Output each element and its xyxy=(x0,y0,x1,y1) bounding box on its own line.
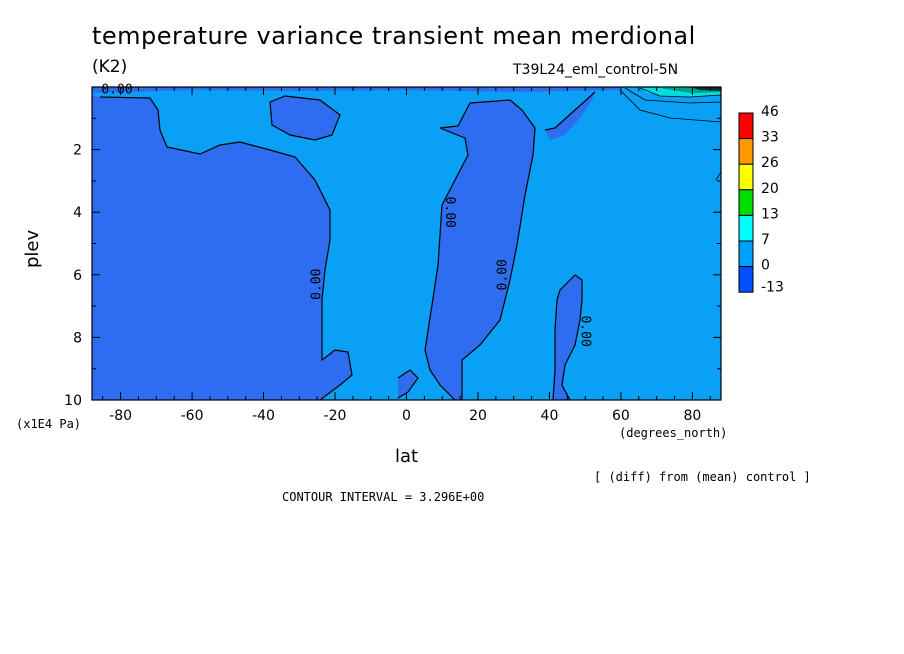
colorbar-swatch xyxy=(738,112,754,140)
x-tick-label: -60 xyxy=(181,408,204,424)
negative-region-top-strip xyxy=(92,87,620,93)
run-label: T39L24_eml_control-5N xyxy=(513,62,679,78)
y-axis: 2 4 6 8 10 xyxy=(64,117,721,409)
x-tick-label: -40 xyxy=(252,408,275,424)
y-tick-label: 4 xyxy=(73,205,82,221)
negative-region-bottom-small xyxy=(398,370,418,398)
x-tick-label: 80 xyxy=(683,408,701,424)
contour-label: 0.00 xyxy=(578,315,593,346)
y-tick-label: 2 xyxy=(73,143,82,159)
colorbar-swatch xyxy=(738,138,754,165)
contour-label: 0.00 xyxy=(101,82,132,97)
contour-labels: 0.00 0.00 0.00 0.00 0.00 xyxy=(101,82,592,347)
contour-fills xyxy=(92,87,721,400)
contour-label: 0.00 xyxy=(496,259,511,290)
colorbar-swatch xyxy=(738,214,754,242)
x-axis-label: lat xyxy=(395,446,419,467)
x-tick-label: 60 xyxy=(612,408,630,424)
y-axis-units: (x1E4 Pa) xyxy=(16,417,82,431)
high-variance-peak xyxy=(690,87,721,91)
x-tick-label: 0 xyxy=(402,408,411,424)
contour-label: 0.00 xyxy=(310,269,325,300)
x-tick-label: -20 xyxy=(324,408,347,424)
colorbar-swatch xyxy=(738,266,754,293)
colorbar-swatch xyxy=(738,240,754,268)
chart-units: (K2) xyxy=(92,57,128,77)
colorbar-swatch xyxy=(738,189,754,216)
y-tick-label: 8 xyxy=(73,330,82,346)
negative-region-southern xyxy=(92,96,352,400)
y-tick-label: 10 xyxy=(64,393,82,409)
negative-region-central-band xyxy=(425,100,535,400)
y-axis-label: plev xyxy=(22,229,43,268)
x-axis-units: (degrees_north) xyxy=(619,426,728,440)
contour-label: 0.00 xyxy=(442,197,457,228)
colorbar-swatch xyxy=(738,163,754,191)
colorbar-label: 13 xyxy=(761,206,779,222)
x-tick-label: 20 xyxy=(469,408,487,424)
colorbar-label: 33 xyxy=(761,130,779,146)
colorbar: 46 33 26 20 13 7 0 -13 xyxy=(738,104,784,296)
x-tick-label: -80 xyxy=(109,408,132,424)
y-tick-label: 6 xyxy=(73,268,82,284)
negative-region-upper-mid xyxy=(270,96,340,140)
x-axis: -80 -60 -40 -20 0 20 40 60 80 xyxy=(102,87,711,424)
colorbar-label: 0 xyxy=(761,258,770,274)
colorbar-label: 20 xyxy=(761,181,779,197)
x-tick-label: 40 xyxy=(541,408,559,424)
negative-region-lower-right xyxy=(553,275,582,400)
colorbar-label: 46 xyxy=(761,104,779,120)
contour-interval: CONTOUR INTERVAL = 3.296E+00 xyxy=(282,490,485,504)
colorbar-label: -13 xyxy=(761,280,784,296)
colorbar-label: 26 xyxy=(761,155,779,171)
colorbar-label: 7 xyxy=(761,232,770,248)
diff-note: [ (diff) from (mean) control ] xyxy=(594,470,811,484)
chart-title: temperature variance transient mean merd… xyxy=(92,22,696,50)
